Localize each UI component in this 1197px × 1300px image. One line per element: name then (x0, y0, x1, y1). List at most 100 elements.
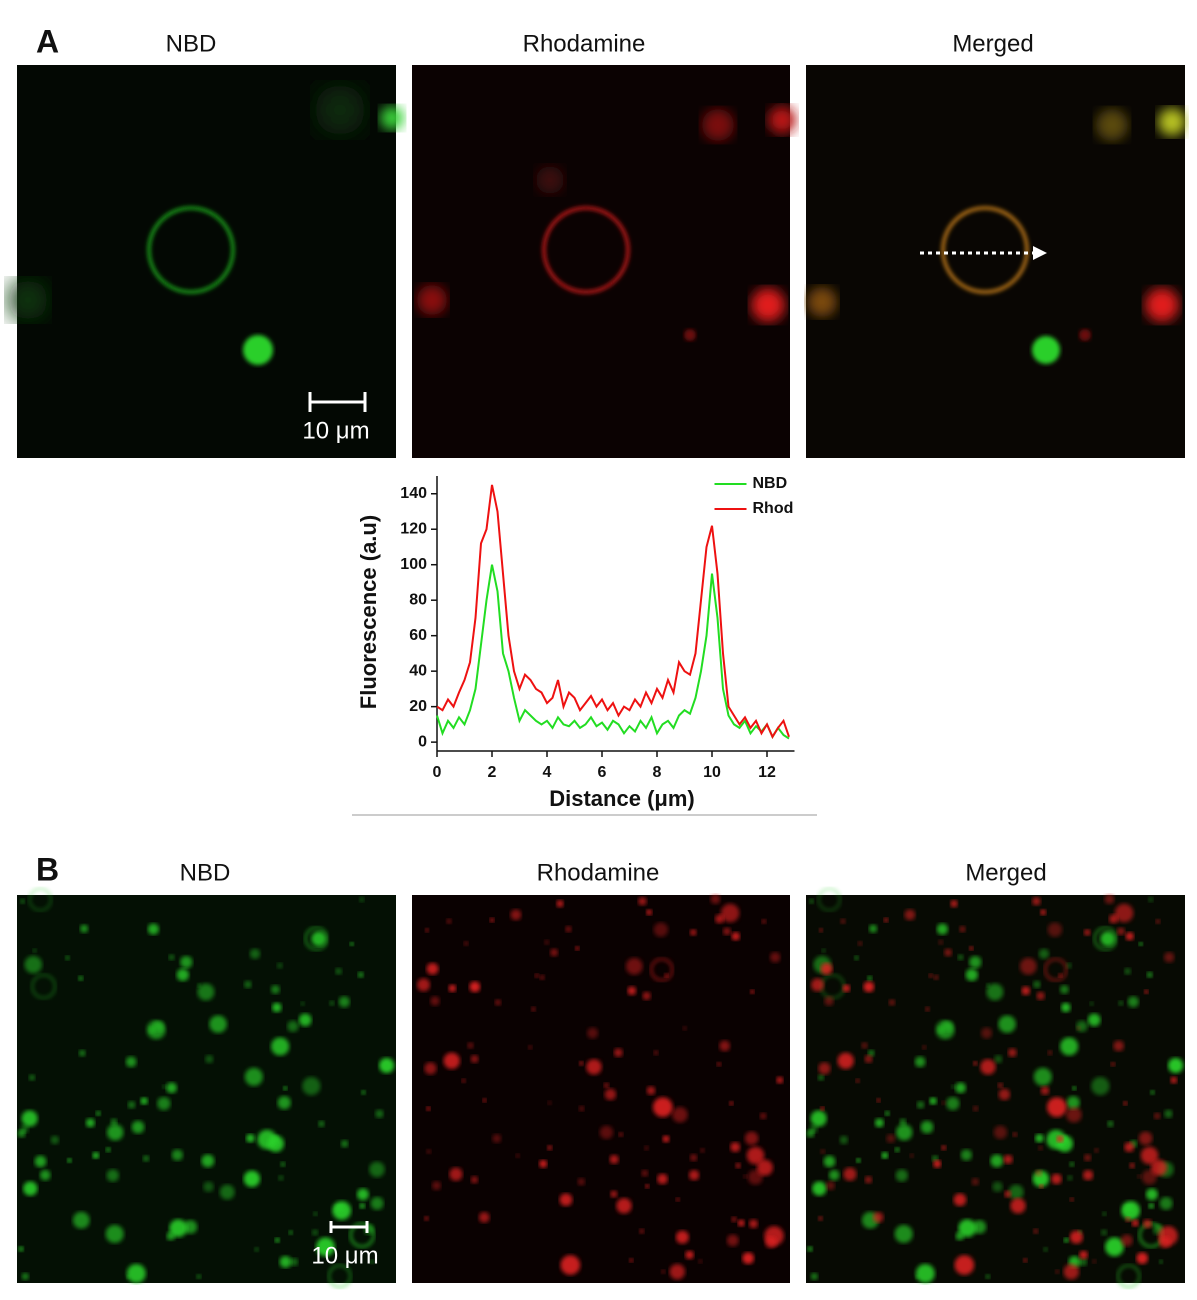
vesicle-green (21, 1110, 38, 1127)
vesicle-green (197, 983, 215, 1001)
vesicle-green (985, 1274, 991, 1280)
image-merged (806, 65, 1186, 458)
vesicle-red (625, 957, 643, 975)
vesicle-red (883, 917, 889, 923)
vesicle-green (1008, 1184, 1024, 1200)
vesicle-red (609, 1154, 619, 1165)
vesicle-green (329, 1000, 335, 1006)
vesicle-green (1100, 1229, 1108, 1236)
vesicle-red (616, 1198, 632, 1214)
y-tick-label: 120 (400, 520, 427, 537)
vesicle-red (1012, 1132, 1018, 1137)
vesicle-red (578, 1061, 584, 1066)
vesicle-red (818, 1062, 831, 1075)
vesicle-red (467, 1042, 474, 1049)
vesicle-red (1051, 1173, 1062, 1185)
vesicle-green (1033, 980, 1041, 989)
vesicle-green (79, 1049, 86, 1057)
vesicle-red (993, 1125, 1008, 1140)
x-tick-label: 4 (543, 764, 552, 781)
vesicle-red (426, 1106, 431, 1111)
vesicle-red (544, 939, 550, 945)
vesicle-green (965, 968, 979, 982)
vesicle-green (274, 1237, 280, 1243)
vesicle-green (972, 1220, 987, 1234)
vesicle-red (1010, 1198, 1026, 1214)
vesicle-green (209, 1015, 227, 1033)
vesicle-green (246, 1133, 255, 1143)
vesicle-red (613, 1048, 623, 1058)
vesicle-green (162, 1084, 167, 1089)
vesicle-red (746, 1146, 765, 1165)
vesicle-red (1040, 909, 1046, 916)
vesicle-green (916, 1101, 925, 1109)
vesicle-red (661, 1269, 666, 1274)
vesicle-green (1159, 1196, 1173, 1210)
vesicle-red (644, 1145, 649, 1151)
vesicle-green (349, 1222, 375, 1248)
vesicle-red (997, 1082, 1003, 1088)
vesicle-red (528, 1045, 533, 1050)
vesicle-red (969, 946, 974, 951)
vesicle-red (682, 1026, 687, 1031)
vesicle-green (147, 923, 160, 935)
vesicle-red (1153, 1112, 1161, 1120)
vesicle-red (1047, 1050, 1053, 1056)
vesicle-green (881, 1152, 889, 1159)
vesicle-green (818, 1074, 824, 1081)
vesicle-green (915, 1263, 935, 1284)
vesicle-red (675, 1230, 689, 1244)
vesicle-green (899, 1118, 907, 1126)
vesicle-red (944, 948, 952, 957)
vesicle-red (430, 996, 440, 1006)
vesicle-red (1084, 929, 1091, 936)
vesicle-red (559, 1193, 573, 1207)
vesicle-red (973, 1105, 979, 1112)
x-tick-label: 2 (488, 764, 497, 781)
vesicle-green (990, 1154, 1004, 1168)
vesicle-green (20, 898, 25, 904)
vesicle-green (810, 1110, 827, 1127)
vesicle-red (669, 1264, 686, 1280)
vesicle-green (140, 1097, 148, 1105)
vesicle-red (1125, 932, 1134, 941)
vesicle-green (1102, 1211, 1107, 1217)
vesicle-green (203, 1181, 214, 1192)
scale-bar: 10 μm (311, 1221, 379, 1269)
vesicle-green (34, 1155, 47, 1168)
vesicle-green (279, 1256, 292, 1268)
vesicle-red (1114, 903, 1134, 923)
image-title: Merged (965, 859, 1046, 886)
vesicle-green (176, 968, 190, 982)
vesicle-red (470, 1054, 479, 1063)
vesicle-green (327, 1264, 352, 1288)
vesicle-red (690, 1154, 698, 1162)
vesicle-red (750, 989, 755, 995)
vesicle-red (1069, 1230, 1083, 1244)
vesicle-red (510, 909, 522, 921)
vesicle-red (618, 1132, 624, 1137)
vesicle-red (644, 1184, 650, 1189)
vesicle-green (1060, 1037, 1079, 1056)
vesicle-green (1146, 971, 1153, 978)
vesicle-green (196, 1274, 202, 1280)
vesicle-green (1158, 1259, 1164, 1264)
vesicle-green (244, 1067, 263, 1086)
vesicle-green (812, 1181, 827, 1196)
vesicle-green (244, 980, 252, 989)
y-tick-label: 0 (418, 733, 427, 750)
vesicle-green (986, 983, 1004, 1001)
vesicle-green (1043, 1247, 1048, 1252)
vesicle-green (895, 1169, 909, 1182)
vesicle-red (1035, 1169, 1043, 1177)
vesicle-red (424, 1216, 429, 1221)
scale-bar-label: 10 μm (311, 1242, 378, 1269)
vesicle-red (565, 926, 572, 933)
vesicle-red (604, 1088, 617, 1101)
vesicle-green (936, 923, 949, 935)
vesicle-red (1113, 1040, 1125, 1052)
vesicle-green (839, 1135, 849, 1145)
vesicle-red (1094, 1148, 1099, 1153)
vesicle-red (959, 926, 966, 933)
